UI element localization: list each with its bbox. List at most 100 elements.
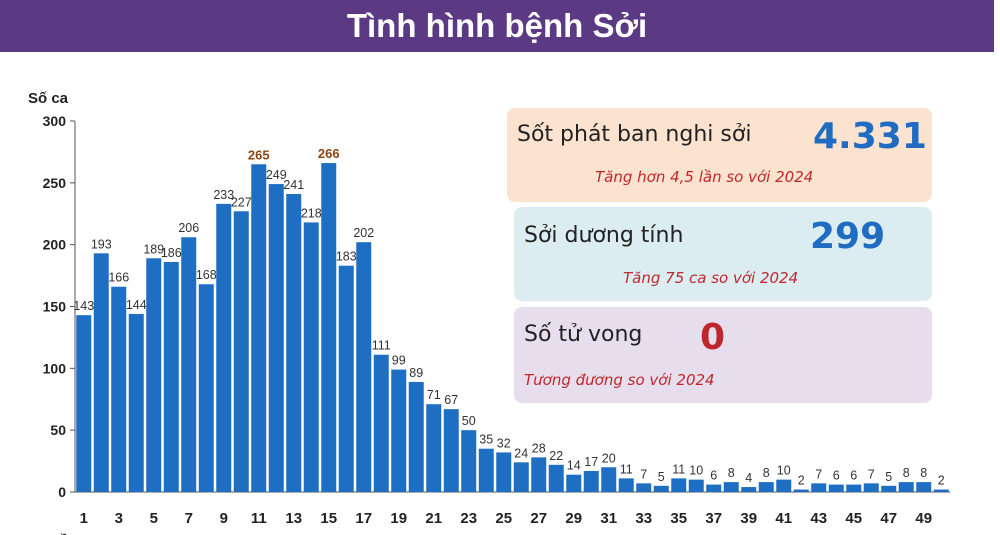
x-tick-label: 31 bbox=[600, 510, 617, 527]
bar-value-label: 5 bbox=[658, 470, 665, 484]
bar bbox=[811, 483, 827, 492]
x-tick-label: 7 bbox=[185, 510, 193, 527]
bar bbox=[758, 482, 774, 492]
y-tick-label: 100 bbox=[43, 360, 67, 376]
bar-value-label: 10 bbox=[689, 464, 703, 478]
x-tick-label: 19 bbox=[390, 510, 407, 527]
bar-value-label: 249 bbox=[266, 168, 287, 182]
bar bbox=[233, 211, 249, 492]
x-axis-title: Tuần bbox=[43, 532, 78, 535]
bar bbox=[933, 489, 949, 492]
bar-value-label: 2 bbox=[938, 474, 945, 488]
bar bbox=[268, 184, 284, 492]
x-tick-label: 5 bbox=[150, 510, 158, 527]
bar bbox=[671, 478, 687, 492]
bar bbox=[881, 485, 897, 492]
x-tick-label: 49 bbox=[915, 510, 932, 527]
bar bbox=[496, 452, 512, 492]
bar bbox=[251, 164, 267, 493]
bar-value-label: 7 bbox=[640, 467, 647, 481]
bar-value-label: 8 bbox=[763, 466, 770, 480]
bar bbox=[741, 487, 757, 492]
bar bbox=[356, 242, 372, 492]
x-tick-label: 15 bbox=[320, 510, 337, 527]
bar bbox=[601, 467, 617, 492]
x-tick-label: 17 bbox=[355, 510, 372, 527]
bar bbox=[321, 163, 337, 492]
y-tick-label: 50 bbox=[50, 422, 66, 438]
bar-value-label: 20 bbox=[602, 451, 616, 465]
bar-value-label: 71 bbox=[427, 388, 441, 402]
bar-value-label: 241 bbox=[283, 178, 304, 192]
bar-value-label: 7 bbox=[815, 467, 822, 481]
bar bbox=[583, 470, 599, 492]
bar-value-label: 166 bbox=[108, 271, 129, 285]
bar-value-label: 50 bbox=[462, 414, 476, 428]
bar-value-label: 8 bbox=[728, 466, 735, 480]
header-banner: Tình hình bệnh Sởi bbox=[0, 0, 994, 52]
y-tick-label: 300 bbox=[43, 113, 67, 129]
bar bbox=[916, 482, 932, 492]
bar-value-label: 17 bbox=[584, 455, 598, 469]
bar-value-label: 7 bbox=[868, 467, 875, 481]
card-deaths: Số tử vong 0 Tương đương so với 2024 bbox=[514, 307, 932, 403]
card-deaths-subtitle: Tương đương so với 2024 bbox=[524, 371, 715, 389]
x-tick-label: 3 bbox=[115, 510, 123, 527]
bar bbox=[776, 479, 792, 492]
x-tick-label: 9 bbox=[220, 510, 228, 527]
x-tick-label: 43 bbox=[810, 510, 827, 527]
bar-value-label: 4 bbox=[745, 471, 752, 485]
bar-value-label: 8 bbox=[920, 466, 927, 480]
bar bbox=[76, 315, 92, 492]
bar-value-label: 233 bbox=[213, 188, 234, 202]
bar bbox=[198, 284, 214, 492]
card-suspected-value: 4.331 bbox=[813, 116, 927, 157]
x-tick-label: 21 bbox=[425, 510, 442, 527]
header-edge bbox=[994, 0, 1000, 52]
bar-value-label: 11 bbox=[672, 462, 685, 476]
bar-value-label: 6 bbox=[710, 469, 717, 483]
bar bbox=[443, 409, 459, 492]
y-tick-label: 250 bbox=[43, 175, 67, 191]
bar-value-label: 67 bbox=[444, 393, 458, 407]
bar bbox=[426, 404, 442, 492]
bar-value-label: 218 bbox=[301, 206, 322, 220]
bar-value-label: 186 bbox=[161, 246, 182, 260]
bar-value-label: 193 bbox=[91, 237, 112, 251]
bar bbox=[863, 483, 879, 492]
y-tick-label: 200 bbox=[43, 237, 67, 253]
bar bbox=[793, 489, 809, 492]
bar-value-label: 265 bbox=[248, 147, 270, 162]
bar bbox=[408, 381, 424, 492]
bar-value-label: 5 bbox=[885, 470, 892, 484]
bar-value-label: 28 bbox=[532, 441, 546, 455]
bar bbox=[531, 457, 547, 492]
bar bbox=[566, 474, 582, 492]
bar-value-label: 2 bbox=[798, 474, 805, 488]
bar-value-label: 8 bbox=[903, 466, 910, 480]
bar-value-label: 227 bbox=[231, 195, 252, 209]
card-deaths-title: Số tử vong bbox=[524, 322, 643, 347]
x-tick-label: 45 bbox=[845, 510, 862, 527]
bar-value-label: 202 bbox=[353, 226, 374, 240]
card-positive-title: Sởi dương tính bbox=[524, 223, 684, 248]
bar bbox=[338, 265, 354, 492]
bar-value-label: 22 bbox=[549, 449, 563, 463]
y-tick-label: 150 bbox=[43, 299, 67, 315]
y-axis-title: Số ca bbox=[28, 90, 69, 107]
bar-value-label: 99 bbox=[392, 354, 406, 368]
bar bbox=[653, 485, 669, 492]
bar-value-label: 32 bbox=[497, 436, 511, 450]
card-suspected-cases: Sốt phát ban nghi sởi 4.331 Tăng hơn 4,5… bbox=[507, 108, 932, 202]
card-positive-value: 299 bbox=[810, 216, 886, 257]
bar bbox=[618, 478, 634, 492]
bar bbox=[513, 462, 529, 492]
bar bbox=[373, 354, 389, 492]
x-tick-label: 27 bbox=[530, 510, 547, 527]
bar-value-label: 89 bbox=[409, 366, 423, 380]
x-tick-label: 33 bbox=[635, 510, 652, 527]
bar bbox=[898, 482, 914, 492]
bar-value-label: 111 bbox=[372, 339, 391, 353]
bar bbox=[636, 483, 652, 492]
